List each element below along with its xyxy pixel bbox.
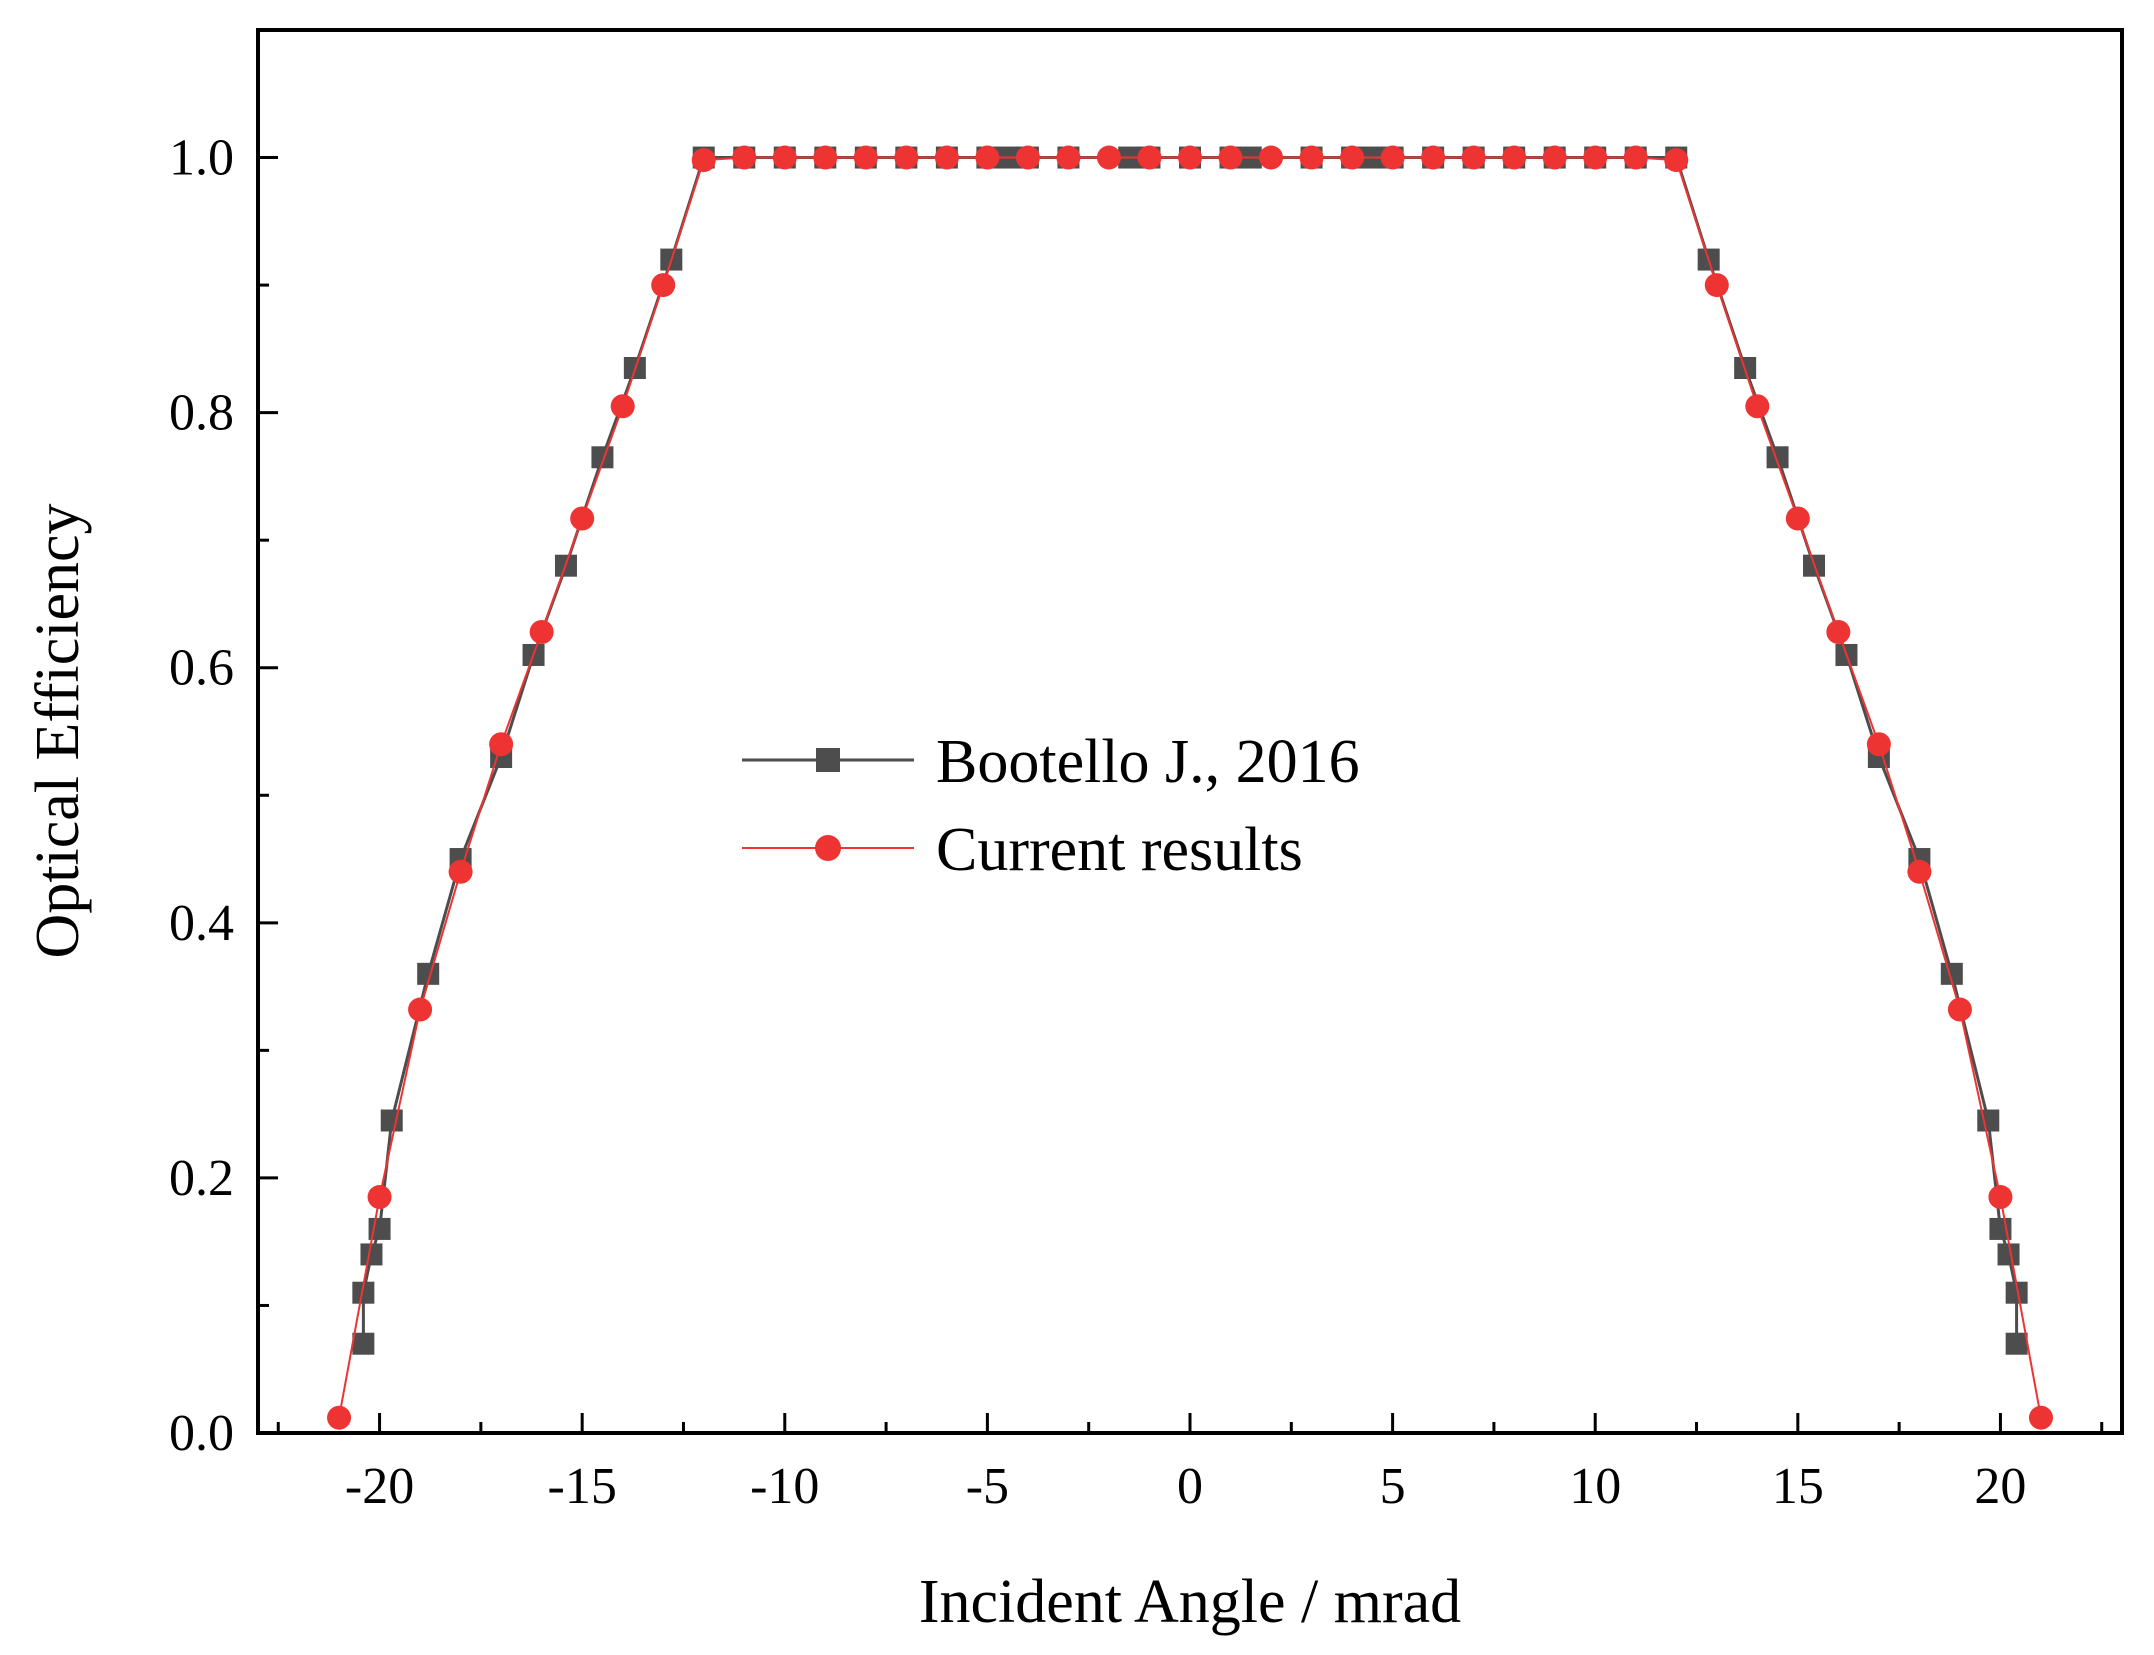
y-tick-label: 1.0 [169,130,234,187]
data-point [691,148,716,173]
data-point [975,145,1000,170]
data-point [360,1243,383,1266]
data-point [1380,145,1405,170]
data-point [1988,1185,2013,1210]
data-point [1096,145,1121,170]
x-tick-label: -20 [345,1458,414,1515]
data-point [489,732,514,757]
y-tick-label: 0.8 [169,385,234,442]
y-tick-label: 0.0 [169,1405,234,1462]
data-point [1178,145,1202,170]
data-point [772,145,797,170]
data-point [853,145,878,170]
data-point [1461,145,1486,170]
data-point [1421,145,1446,170]
legend-marker-current [815,835,841,861]
series-layer [327,145,2053,1430]
data-point [352,1281,375,1304]
data-point [1947,997,1972,1022]
data-point [570,506,595,531]
series-1 [327,145,2053,1430]
x-tick-label: 5 [1380,1458,1406,1515]
data-point [1542,145,1567,170]
data-point [1997,1243,2020,1266]
x-tick-label: 0 [1177,1458,1203,1515]
data-point [327,1405,352,1430]
x-axis-title: Incident Angle / mrad [919,1568,1461,1636]
legend-label-current: Current results [936,816,1303,884]
data-point [417,962,440,985]
data-point [934,145,959,170]
data-point [1340,145,1365,170]
data-point [1502,145,1527,170]
x-tick-label: 10 [1569,1458,1621,1515]
legend: Bootello J., 2016 Current results [742,728,1360,884]
data-point [2028,1405,2053,1430]
data-point [1583,145,1608,170]
data-point [1704,273,1729,298]
data-point [1015,145,1040,170]
x-axis-ticks: -20 -15 -10 -5 0 5 10 15 20 [276,1413,2104,1515]
x-tick-label: -15 [548,1458,617,1515]
data-point [1056,145,1081,170]
data-point [894,145,919,170]
legend-marker-bootello [816,748,840,772]
data-point [352,1332,375,1355]
legend-label-bootello: Bootello J., 2016 [936,728,1360,796]
data-point [448,859,473,884]
y-axis-title: Optical Efficiency [24,503,92,958]
data-point [813,145,838,170]
data-point [591,446,614,469]
y-tick-label: 0.2 [169,1150,234,1207]
data-point [1977,1109,2000,1132]
data-point [1826,620,1851,645]
data-point [380,1109,403,1132]
data-point [1259,145,1284,170]
y-tick-label: 0.4 [169,895,234,952]
data-point [610,394,635,419]
data-point [732,145,757,170]
data-point [1866,732,1891,757]
data-point [1623,145,1648,170]
data-point [1785,506,1810,531]
x-tick-label: -10 [750,1458,819,1515]
data-point [2005,1332,2028,1355]
data-point [1137,145,1162,170]
data-point [1664,148,1689,173]
data-point [651,273,676,298]
data-point [408,997,433,1022]
data-point [1745,394,1770,419]
data-point [1940,962,1963,985]
x-tick-label: 15 [1772,1458,1824,1515]
data-point [367,1185,392,1210]
y-tick-label: 0.6 [169,640,234,697]
data-point [1907,859,1932,884]
y-axis-ticks: 0.0 0.2 0.4 0.6 0.8 1.0 [169,130,278,1462]
x-tick-label: 20 [1974,1458,2026,1515]
x-tick-label: -5 [966,1458,1009,1515]
data-point [529,620,554,645]
data-point [2005,1281,2028,1304]
data-point [1766,446,1789,469]
data-point [1218,145,1243,170]
data-point [1299,145,1324,170]
